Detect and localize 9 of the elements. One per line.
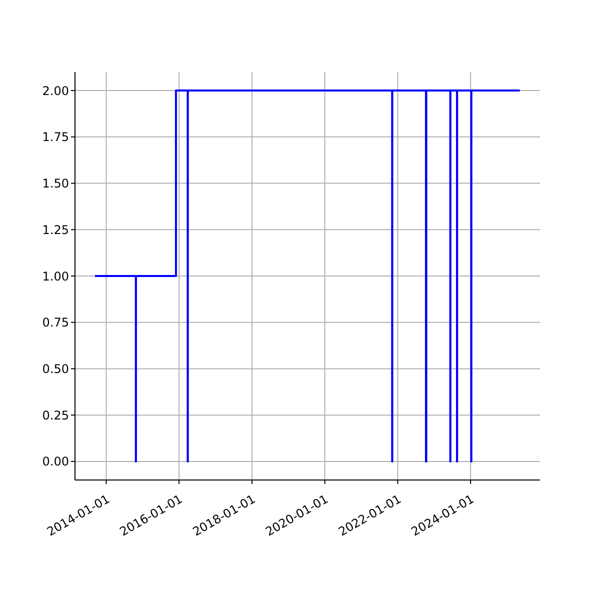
y-tick-label: 0.25: [42, 408, 69, 422]
y-tick-label: 0.00: [42, 454, 69, 469]
y-tick-label: 0.75: [42, 316, 69, 330]
y-tick-label: 0.50: [42, 362, 69, 376]
y-tick-label: 2.00: [42, 84, 69, 98]
y-tick-label: 1.00: [42, 269, 69, 284]
y-tick-label: 1.50: [42, 176, 69, 191]
y-tick-label: 1.75: [42, 130, 69, 144]
y-tick-label: 1.25: [42, 222, 69, 237]
